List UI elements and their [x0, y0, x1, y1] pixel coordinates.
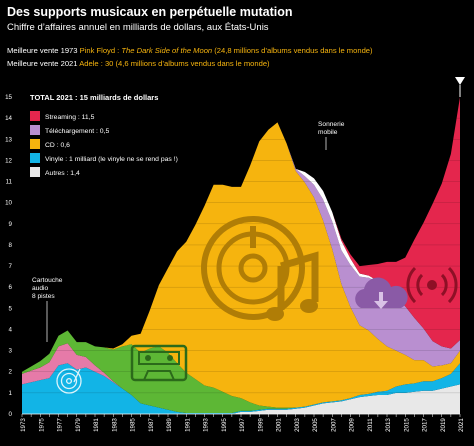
x-tick-label: 2015	[403, 418, 410, 432]
y-tick-label: 10	[5, 200, 12, 207]
x-tick-label: 1987	[148, 418, 155, 432]
download-cloud-icon	[355, 277, 408, 309]
x-tick-label: 2001	[276, 418, 283, 432]
x-tick-label: 1999	[257, 418, 264, 432]
x-tick-label: 1997	[239, 418, 246, 432]
x-tick-label: 2011	[367, 418, 374, 432]
x-tick-label: 1975	[38, 418, 45, 432]
chart-title: Des supports musicaux en perpétuelle mut…	[7, 5, 293, 19]
x-tick-label: 1973	[20, 418, 27, 432]
x-tick-label: 2019	[440, 418, 447, 432]
x-tick-label: 1989	[166, 418, 173, 432]
y-tick-label: 7	[9, 263, 13, 270]
x-tick-label: 2009	[349, 418, 356, 432]
x-tick-label: 2017	[422, 418, 429, 432]
best-seller-2021-detail: Adele : 30 (4,6 millions d’albums vendus…	[79, 59, 270, 68]
y-tick-label: 9	[9, 221, 13, 228]
legend-swatch-vinyle	[30, 153, 40, 163]
legend-label-streaming: Streaming : 11,5	[45, 114, 95, 121]
y-tick-label: 12	[5, 157, 12, 164]
legend-swatch-autres	[30, 167, 40, 177]
annotation-sonnerie-line-1: Sonnerie	[318, 121, 345, 128]
x-tick-label: 2003	[294, 418, 301, 432]
legend-label-cd: CD : 0,6	[45, 142, 70, 149]
best-seller-1973-prefix: Meilleure vente 1973	[7, 46, 80, 55]
y-tick-label: 6	[9, 284, 13, 291]
x-tick-label: 1991	[184, 418, 191, 432]
x-tick-label: 2007	[330, 418, 337, 432]
area-vinyle	[22, 363, 460, 414]
y-tick-label: 2	[9, 369, 13, 376]
area-autres	[22, 384, 460, 414]
y-tick-label: 0	[9, 411, 13, 418]
cd-music-note-icon	[201, 216, 319, 321]
x-tick-label: 2021	[458, 418, 465, 432]
y-tick-label: 11	[6, 179, 13, 186]
legend: TOTAL 2021 : 15 milliards de dollars Str…	[30, 93, 178, 177]
y-tick-label: 5	[9, 305, 13, 312]
annotation-cartouche-line-2: audio	[32, 285, 48, 292]
x-tick-label: 1993	[203, 418, 210, 432]
annotation-cartouche-line-3: 8 pistes	[32, 293, 55, 300]
best-seller-2021-prefix: Meilleure vente 2021	[7, 59, 80, 68]
y-tick-label: 15	[5, 94, 12, 101]
best-seller-1973-detail: (24,8 millions d’albums vendus dans le m…	[212, 46, 373, 55]
x-tick-label: 1979	[75, 418, 82, 432]
chart-subtitle: Chiffre d’affaires annuel en milliards d…	[7, 22, 269, 33]
x-tick-label: 2005	[312, 418, 319, 432]
legend-swatch-cd	[30, 139, 40, 149]
annotation-cartouche: Cartouche audio 8 pistes	[32, 277, 63, 342]
best-seller-1973-album: The Dark Side of the Moon	[121, 46, 213, 55]
y-tick-label: 8	[9, 242, 13, 249]
legend-swatch-telechargement	[30, 125, 40, 135]
cassette-icon	[130, 344, 188, 382]
areas-layer	[22, 97, 460, 414]
annotation-cartouche-line-1: Cartouche	[32, 277, 63, 284]
total-2021-marker-triangle	[455, 77, 465, 85]
legend-label-autres: Autres : 1,4	[45, 170, 80, 177]
x-tick-label: 1983	[111, 418, 118, 432]
legend-label-telechargement: Téléchargement : 0,5	[45, 128, 109, 135]
annotation-sonnerie: Sonnerie mobile	[318, 121, 345, 150]
y-tick-label: 13	[5, 136, 12, 143]
y-tick-label: 1	[9, 390, 13, 397]
x-tick-label: 1985	[130, 418, 137, 432]
legend-total: TOTAL 2021 : 15 milliards de dollars	[30, 93, 158, 102]
legend-label-vinyle: Vinyle : 1 milliard (le vinyle ne se ren…	[45, 156, 178, 163]
grid-layer	[22, 96, 460, 415]
x-tick-label: 2013	[385, 418, 392, 432]
y-tick-label: 4	[9, 326, 13, 333]
x-tick-label: 1981	[93, 418, 100, 432]
y-tick-label: 3	[9, 348, 13, 355]
x-tick-label: 1995	[221, 418, 228, 432]
vinyl-record-icon	[56, 368, 82, 394]
best-seller-1973: Meilleure vente 1973 Pink Floyd : The Da…	[7, 46, 373, 55]
annotation-sonnerie-line-2: mobile	[318, 129, 338, 136]
y-tick-label: 14	[5, 115, 12, 122]
best-seller-2021: Meilleure vente 2021 Adele : 30 (4,6 mil…	[7, 59, 270, 68]
legend-swatch-streaming	[30, 111, 40, 121]
x-tick-label: 1977	[57, 418, 64, 432]
area-telechargement	[22, 122, 460, 372]
area-cartouche-audio-8-pistes	[22, 343, 460, 413]
best-seller-1973-artist: Pink Floyd :	[79, 46, 122, 55]
streaming-broadcast-icon	[406, 266, 458, 304]
